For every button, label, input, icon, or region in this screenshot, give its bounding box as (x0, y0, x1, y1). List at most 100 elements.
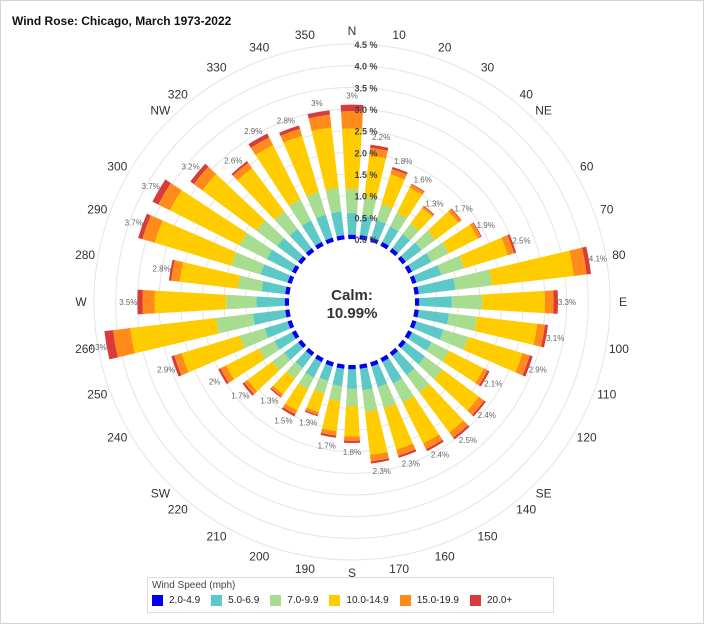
bar-segment-130-2 (418, 356, 443, 380)
bar-segment-290-1 (260, 264, 291, 283)
bar-segment-310-4 (193, 166, 217, 191)
direction-label-20: 20 (438, 40, 452, 54)
direction-label-120: 120 (577, 431, 597, 445)
total-label-100: 3.1% (546, 334, 564, 343)
bar-segment-260-3 (130, 317, 219, 354)
bar-segment-280-2 (237, 275, 264, 292)
direction-label-340: 340 (249, 40, 269, 54)
bar-segment-260-2 (216, 313, 255, 334)
bar-segment-170-0 (359, 363, 368, 369)
direction-label-330: 330 (206, 60, 226, 74)
bar-segment-240-1 (274, 332, 296, 350)
bar-segment-150-2 (392, 378, 414, 403)
bar-segment-300-4 (158, 182, 182, 211)
legend-item-5[interactable]: 20.0+ (469, 595, 512, 606)
bar-segment-0-4 (341, 111, 363, 129)
direction-label-nw: NW (150, 103, 171, 117)
bar-segment-80-1 (417, 278, 456, 295)
bar-segment-100-5 (541, 324, 548, 348)
direction-label-40: 40 (520, 87, 534, 101)
bar-segment-350-2 (325, 187, 342, 214)
total-label-150: 2.4% (431, 450, 449, 459)
bar-segment-220-3 (273, 371, 295, 395)
bar-segment-80-5 (581, 246, 592, 275)
bar-segment-250-2 (239, 328, 269, 349)
bar-segment-100-1 (417, 309, 449, 325)
bar-segment-40-1 (392, 234, 411, 253)
bar-segment-170-5 (370, 458, 390, 464)
bar-segment-220-5 (270, 387, 282, 398)
bar-segment-290-3 (154, 220, 237, 266)
direction-label-300: 300 (107, 160, 127, 174)
bar-segment-140-2 (406, 368, 430, 393)
bar-segment-180-4 (344, 436, 360, 441)
direction-label-220: 220 (168, 503, 188, 517)
legend-item-1[interactable]: 5.0-6.9 (211, 595, 259, 606)
bar-segment-20-2 (376, 204, 393, 224)
direction-label-200: 200 (249, 550, 269, 564)
total-label-220: 1.3% (260, 396, 278, 405)
bar-segment-290-0 (287, 275, 295, 284)
bar-segment-320-0 (305, 248, 315, 257)
bar-segment-30-5 (411, 183, 425, 193)
radial-tick-labels: 0.0 % 0.5 % 1.0 % 1.5 % 2.0 % 2.5 % 3.0 % 3.5 %… (354, 40, 377, 245)
bar-segment-280-1 (261, 281, 287, 295)
bar-segment-270-5 (137, 289, 143, 315)
total-label-240: 2% (209, 377, 221, 386)
direction-label-n: N (348, 24, 357, 38)
bar-segment-280-4 (171, 260, 184, 282)
total-label-290: 3.7% (125, 219, 143, 228)
chart-title: Wind Rose: Chicago, March 1973-2022 (12, 14, 232, 28)
bar-segment-150-1 (382, 358, 403, 384)
total-label-210: 1.5% (274, 417, 292, 426)
bar-segment-10-3 (364, 155, 386, 199)
bar-segment-250-1 (264, 321, 291, 339)
total-label-80: 4.1% (589, 255, 607, 264)
bar-segment-190-3 (322, 399, 341, 432)
legend-item-0[interactable]: 2.0-4.9 (152, 595, 200, 606)
direction-label-e: E (619, 295, 627, 309)
bar-segment-320-3 (237, 168, 285, 220)
bar-segment-210-0 (315, 354, 324, 363)
bar-segment-270-4 (142, 289, 155, 315)
bar-segment-330-1 (301, 220, 322, 246)
bar-segment-190-2 (329, 384, 343, 402)
bar-segment-160-3 (383, 403, 413, 450)
bar-segment-180-3 (344, 405, 360, 437)
bar-segment-210-4 (282, 403, 298, 415)
radial-tick-9: 4.5 % (354, 40, 377, 50)
calm-label: Calm: (331, 287, 373, 304)
bar-segment-70-1 (413, 265, 442, 283)
bar-segment-230-2 (271, 352, 291, 371)
legend-label: 7.0-9.9 (287, 595, 319, 606)
bar-segment-110-5 (522, 355, 533, 377)
bar-segment-20-3 (381, 174, 405, 209)
bar-segment-190-5 (320, 432, 337, 438)
bar-segment-340-5 (279, 125, 301, 136)
bar-segment-320-1 (289, 228, 312, 253)
legend-label: 5.0-6.9 (228, 595, 260, 606)
bar-segment-90-1 (419, 296, 452, 308)
bar-segment-110-0 (409, 320, 417, 329)
bar-segment-140-1 (392, 351, 415, 376)
total-label-50: 1.7% (454, 204, 472, 213)
bar-segment-130-5 (471, 400, 486, 417)
bar-segment-40-3 (410, 208, 433, 231)
total-label-160: 2.3% (402, 459, 420, 468)
bar-segment-300-1 (266, 249, 296, 272)
bar-segment-30-0 (380, 241, 389, 250)
bar-segment-260-0 (285, 309, 291, 318)
legend-item-3[interactable]: 10.0-14.9 (329, 595, 389, 606)
legend-item-2[interactable]: 7.0-9.9 (270, 595, 318, 606)
bar-segment-90-5 (553, 290, 559, 314)
direction-label-30: 30 (481, 60, 495, 74)
legend-item-4[interactable]: 15.0-19.9 (399, 595, 459, 606)
direction-label-sw: SW (151, 487, 171, 501)
bar-segment-30-1 (382, 226, 399, 246)
bar-segment-210-1 (305, 358, 322, 378)
bar-segment-300-3 (169, 190, 247, 246)
bar-segment-220-1 (295, 351, 312, 369)
bar-segment-0-3 (342, 128, 362, 190)
bar-segment-110-2 (439, 329, 469, 351)
